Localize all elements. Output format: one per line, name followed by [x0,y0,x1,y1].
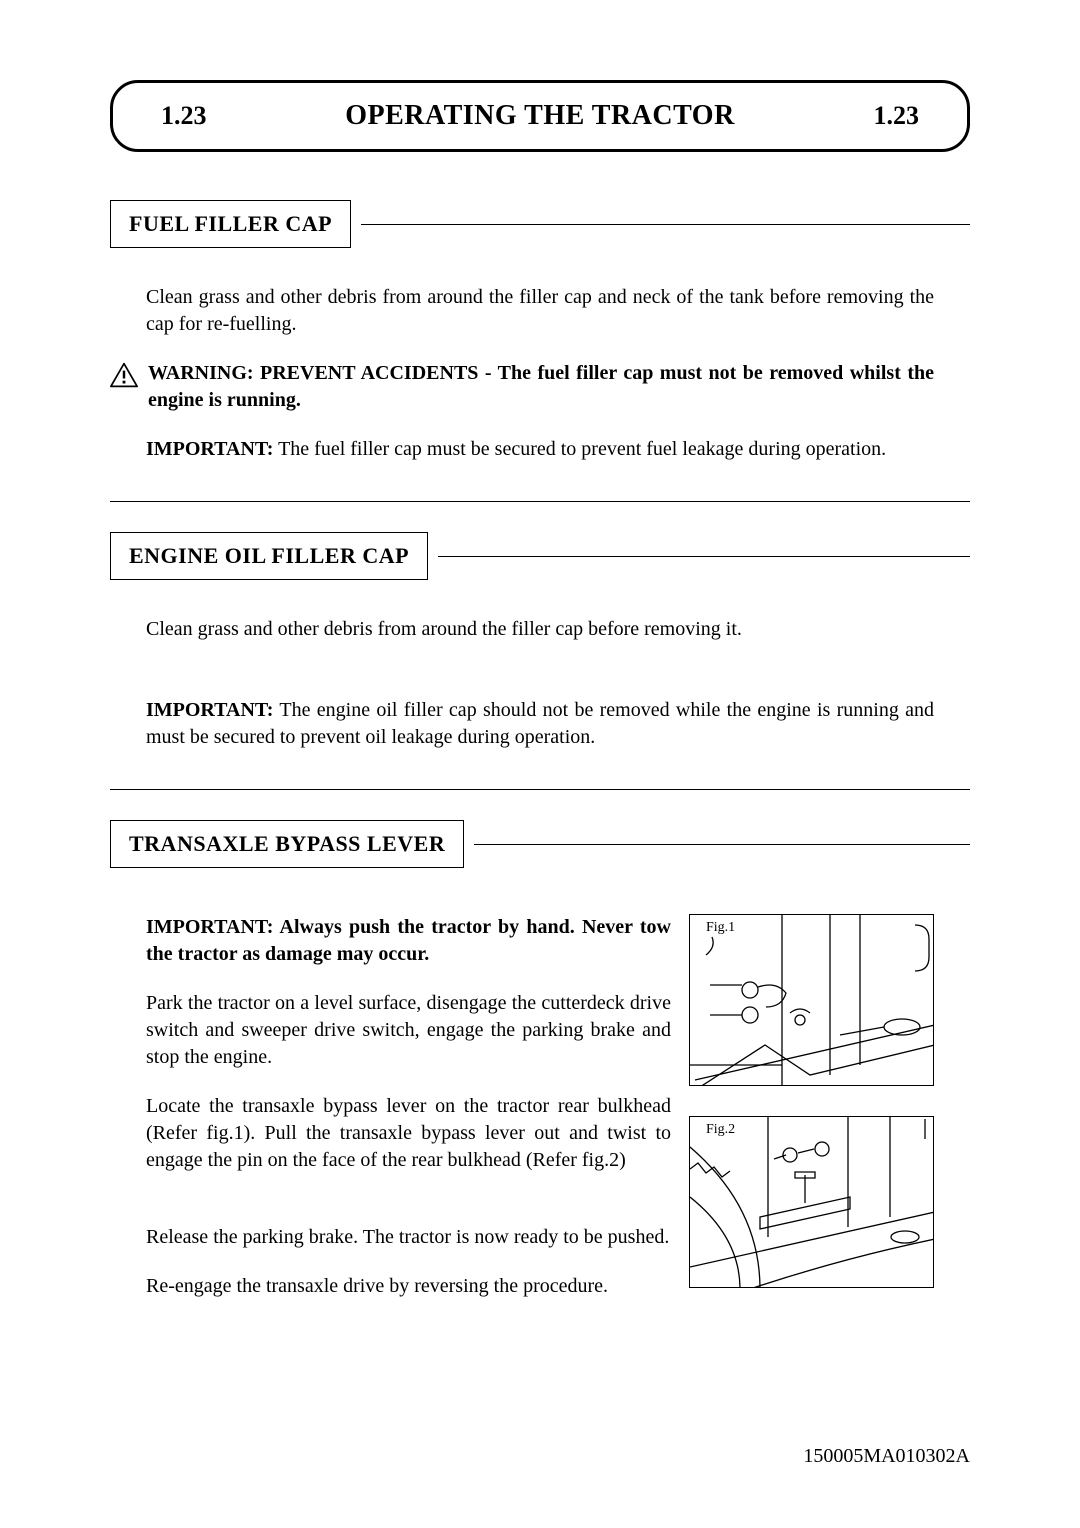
figure-2: Fig.2 [689,1116,934,1288]
warning-icon [110,362,138,388]
important-line: IMPORTANT: The fuel filler cap must be s… [146,436,934,463]
paragraph: Re-engage the transaxle drive by reversi… [146,1273,671,1300]
section-divider [110,789,970,790]
section-body-transaxle: IMPORTANT: Always push the tractor by ha… [110,888,970,1346]
warning-row: WARNING: PREVENT ACCIDENTS - The fuel fi… [146,360,934,414]
important-line: IMPORTANT: The engine oil filler cap sho… [146,697,934,751]
section-heading-row: TRANSAXLE BYPASS LEVER [110,820,970,868]
section-rule [474,844,970,845]
text-column: IMPORTANT: Always push the tractor by ha… [146,914,671,1322]
figure-column: Fig.1 [689,914,934,1322]
figure-1: Fig.1 [689,914,934,1086]
important-label: IMPORTANT: [146,699,273,721]
section-heading-row: ENGINE OIL FILLER CAP [110,532,970,580]
paragraph: Locate the transaxle bypass lever on the… [146,1093,671,1174]
section-body-engine-oil: Clean grass and other debris from around… [110,600,970,775]
page-title: OPERATING THE TRACTOR [345,100,735,132]
section-divider [110,501,970,502]
important-text: The fuel filler cap must be secured to p… [273,438,886,460]
paragraph: Clean grass and other debris from around… [146,616,934,643]
page-header-box: 1.23 OPERATING THE TRACTOR 1.23 [110,80,970,152]
section-heading-transaxle: TRANSAXLE BYPASS LEVER [110,820,464,868]
footer-document-code: 150005MA010302A [803,1445,970,1468]
figure-label: Fig.2 [706,1121,735,1140]
section-rule [361,224,970,225]
paragraph: Release the parking brake. The tractor i… [146,1224,671,1251]
paragraph: Park the tractor on a level surface, dis… [146,990,671,1071]
section-heading-fuel: FUEL FILLER CAP [110,200,351,248]
paragraph: Clean grass and other debris from around… [146,284,934,338]
manual-page: 1.23 OPERATING THE TRACTOR 1.23 FUEL FIL… [0,0,1080,1528]
section-heading-row: FUEL FILLER CAP [110,200,970,248]
section-rule [438,556,970,557]
two-column-layout: IMPORTANT: Always push the tractor by ha… [146,914,934,1322]
figure-label: Fig.1 [706,919,735,938]
warning-text: WARNING: PREVENT ACCIDENTS - The fuel fi… [148,360,934,414]
section-number-left: 1.23 [161,101,207,131]
figure-1-drawing [690,915,934,1086]
section-heading-engine-oil: ENGINE OIL FILLER CAP [110,532,428,580]
important-line: IMPORTANT: Always push the tractor by ha… [146,914,671,968]
important-label: IMPORTANT: [146,438,273,460]
figure-2-drawing [690,1117,934,1288]
section-number-right: 1.23 [874,101,920,131]
section-body-fuel: Clean grass and other debris from around… [110,268,970,487]
